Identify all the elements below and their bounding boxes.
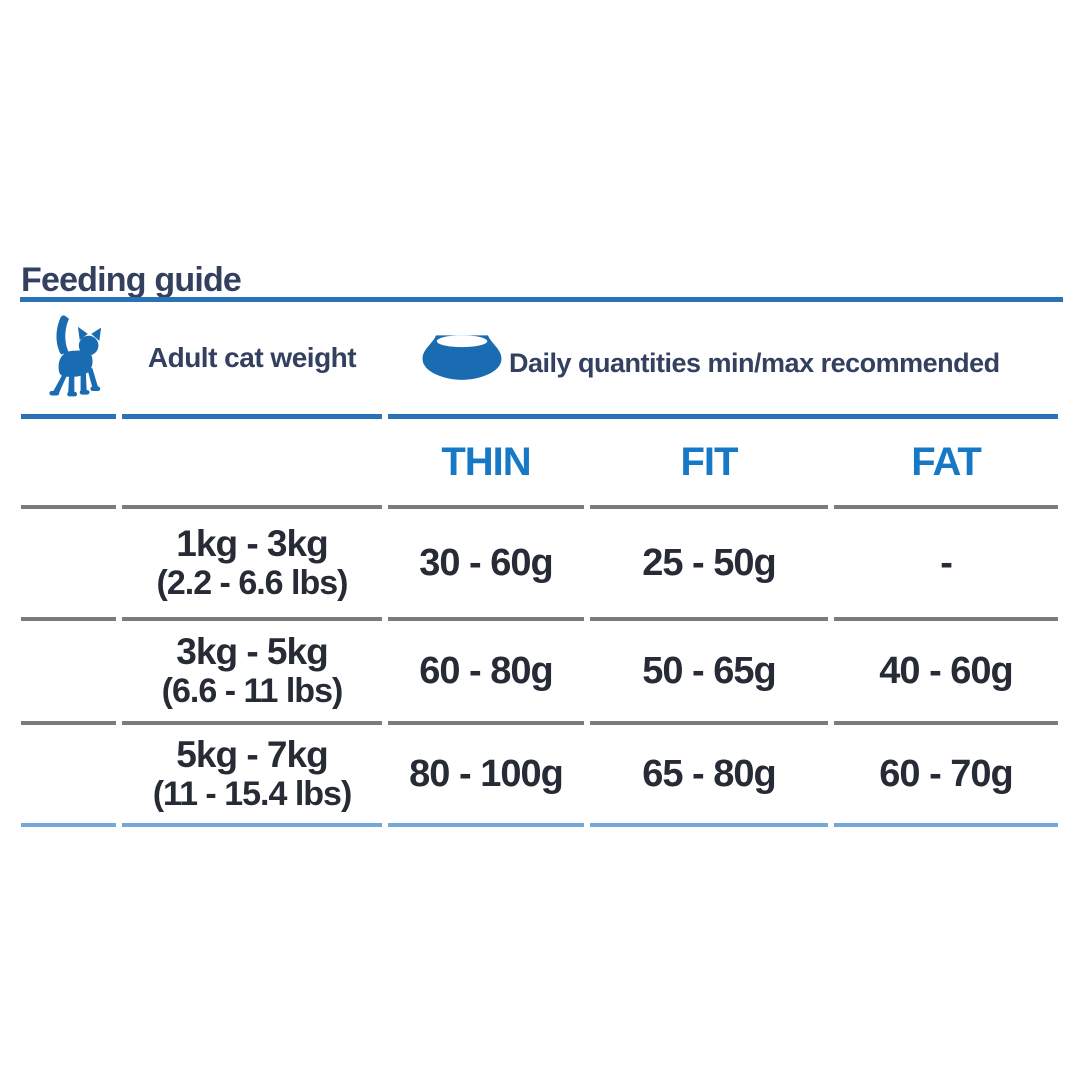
column-header-row: THIN FIT FAT xyxy=(21,419,1059,509)
col-header-fat: FAT xyxy=(834,419,1059,509)
fit-value: 65 - 80g xyxy=(590,725,828,827)
empty-cell xyxy=(21,509,116,621)
weight-lbs-range: (2.2 - 6.6 lbs) xyxy=(156,563,349,602)
table-row: 3kg - 5kg (6.6 - 11 lbs) 60 - 80g 50 - 6… xyxy=(21,621,1059,725)
daily-quantities-label: Daily quantities min/max recommended xyxy=(509,347,1000,378)
fat-value: 60 - 70g xyxy=(834,725,1059,827)
weight-cell: 5kg - 7kg (11 - 15.4 lbs) xyxy=(122,725,382,827)
weight-lbs-range: (6.6 - 11 lbs) xyxy=(161,671,344,710)
cat-icon-cell xyxy=(21,302,116,419)
table-row: 5kg - 7kg (11 - 15.4 lbs) 80 - 100g 65 -… xyxy=(21,725,1059,827)
fat-value: - xyxy=(834,509,1059,621)
fit-value: 50 - 65g xyxy=(590,621,828,725)
page-title: Feeding guide xyxy=(21,261,242,299)
fat-value: 40 - 60g xyxy=(834,621,1059,725)
weight-kg-range: 1kg - 3kg xyxy=(176,522,328,564)
weight-lbs-range: (11 - 15.4 lbs) xyxy=(152,774,353,813)
table-row: 1kg - 3kg (2.2 - 6.6 lbs) 30 - 60g 25 - … xyxy=(21,509,1059,621)
thin-value: 60 - 80g xyxy=(388,621,584,725)
empty-cell xyxy=(21,621,116,725)
adult-cat-weight-label: Adult cat weight xyxy=(122,302,382,419)
empty-cell xyxy=(21,419,116,509)
weight-cell: 1kg - 3kg (2.2 - 6.6 lbs) xyxy=(122,509,382,621)
cat-icon xyxy=(48,315,101,397)
thin-value: 80 - 100g xyxy=(388,725,584,827)
weight-kg-range: 3kg - 5kg xyxy=(176,630,328,672)
weight-cell: 3kg - 5kg (6.6 - 11 lbs) xyxy=(122,621,382,725)
empty-cell xyxy=(122,419,382,509)
table-legend-row: Adult cat weight Daily quantities min/ma… xyxy=(21,302,1059,419)
empty-cell xyxy=(21,725,116,827)
col-header-fit: FIT xyxy=(590,419,828,509)
fit-value: 25 - 50g xyxy=(590,509,828,621)
weight-kg-range: 5kg - 7kg xyxy=(176,733,328,775)
feeding-table: Adult cat weight Daily quantities min/ma… xyxy=(15,302,1064,827)
daily-quantities-cell: Daily quantities min/max recommended xyxy=(388,302,1059,419)
title-underline xyxy=(20,297,1063,302)
bowl-icon xyxy=(422,335,502,380)
col-header-thin: THIN xyxy=(388,419,584,509)
thin-value: 30 - 60g xyxy=(388,509,584,621)
